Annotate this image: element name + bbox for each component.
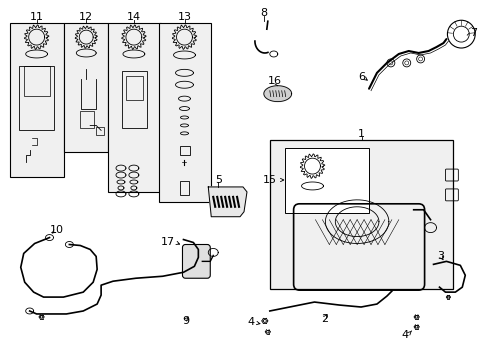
Bar (10, 23, 64, 177)
Text: 2: 2 (320, 314, 327, 324)
Bar (64, 23, 108, 152)
Bar (122, 71, 146, 129)
Bar (284, 148, 368, 213)
Text: 11: 11 (30, 12, 44, 22)
Text: 5: 5 (214, 175, 221, 185)
Text: 17: 17 (160, 237, 174, 247)
Text: 10: 10 (49, 225, 63, 235)
Text: 7: 7 (468, 28, 476, 38)
Text: 16: 16 (267, 76, 281, 86)
Text: 1: 1 (357, 129, 365, 139)
Bar (158, 23, 211, 202)
Text: 6: 6 (358, 72, 365, 82)
Text: 12: 12 (79, 12, 93, 22)
Polygon shape (208, 187, 246, 217)
Bar (80, 111, 94, 129)
Text: 9: 9 (182, 316, 189, 326)
Text: 4: 4 (247, 317, 254, 327)
Text: 13: 13 (178, 12, 192, 22)
Bar (126, 76, 142, 100)
Bar (180, 181, 189, 195)
Text: 15: 15 (262, 175, 276, 185)
Bar (24, 66, 49, 96)
Bar (179, 146, 190, 155)
Text: 4: 4 (401, 330, 408, 340)
Text: 8: 8 (260, 8, 267, 18)
Bar (96, 127, 104, 135)
Bar (108, 23, 161, 192)
Polygon shape (264, 86, 291, 102)
Text: 14: 14 (127, 12, 141, 22)
Bar (19, 66, 54, 130)
FancyBboxPatch shape (182, 244, 210, 278)
Text: 3: 3 (436, 251, 443, 261)
Bar (269, 140, 452, 289)
